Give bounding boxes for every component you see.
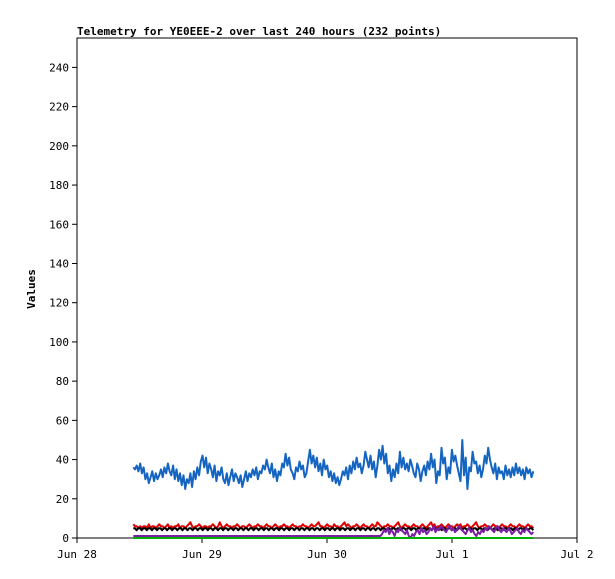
y-tick-label: 60 (56, 414, 69, 427)
series-lines (132, 439, 535, 539)
x-tick-label: Jul 1 (435, 548, 468, 561)
y-tick-label: 160 (49, 218, 69, 231)
x-tick-label: Jun 29 (182, 548, 222, 561)
series-line-3 (133, 527, 535, 532)
series-line-4 (133, 525, 535, 539)
x-tick-label: Jun 30 (307, 548, 347, 561)
y-tick-label: 100 (49, 336, 69, 349)
x-tick-label: Jun 28 (57, 548, 97, 561)
y-tick-label: 20 (56, 493, 69, 506)
series-line-2 (132, 521, 535, 530)
chart-title: Telemetry for YE0EEE-2 over last 240 hou… (77, 25, 441, 38)
x-tick-label: Jul 2 (560, 548, 593, 561)
y-tick-label: 180 (49, 179, 69, 192)
y-tick-label: 80 (56, 375, 69, 388)
y-axis-label: Values (25, 269, 38, 309)
y-tick-label: 220 (49, 101, 69, 114)
y-tick-label: 140 (49, 257, 69, 270)
y-tick-label: 240 (49, 61, 69, 74)
y-tick-label: 40 (56, 454, 69, 467)
plot-area (76, 37, 578, 539)
y-tick-label: 0 (62, 532, 69, 545)
x-axis: Jun 28 Jun 29 Jun 30 Jul 1 Jul 2 (57, 538, 594, 561)
y-axis: 0 20 40 60 80 100 120 140 160 180 200 220 240 (49, 61, 77, 545)
y-tick-label: 120 (49, 297, 69, 310)
series-line-1 (132, 439, 535, 490)
y-tick-label: 200 (49, 140, 69, 153)
